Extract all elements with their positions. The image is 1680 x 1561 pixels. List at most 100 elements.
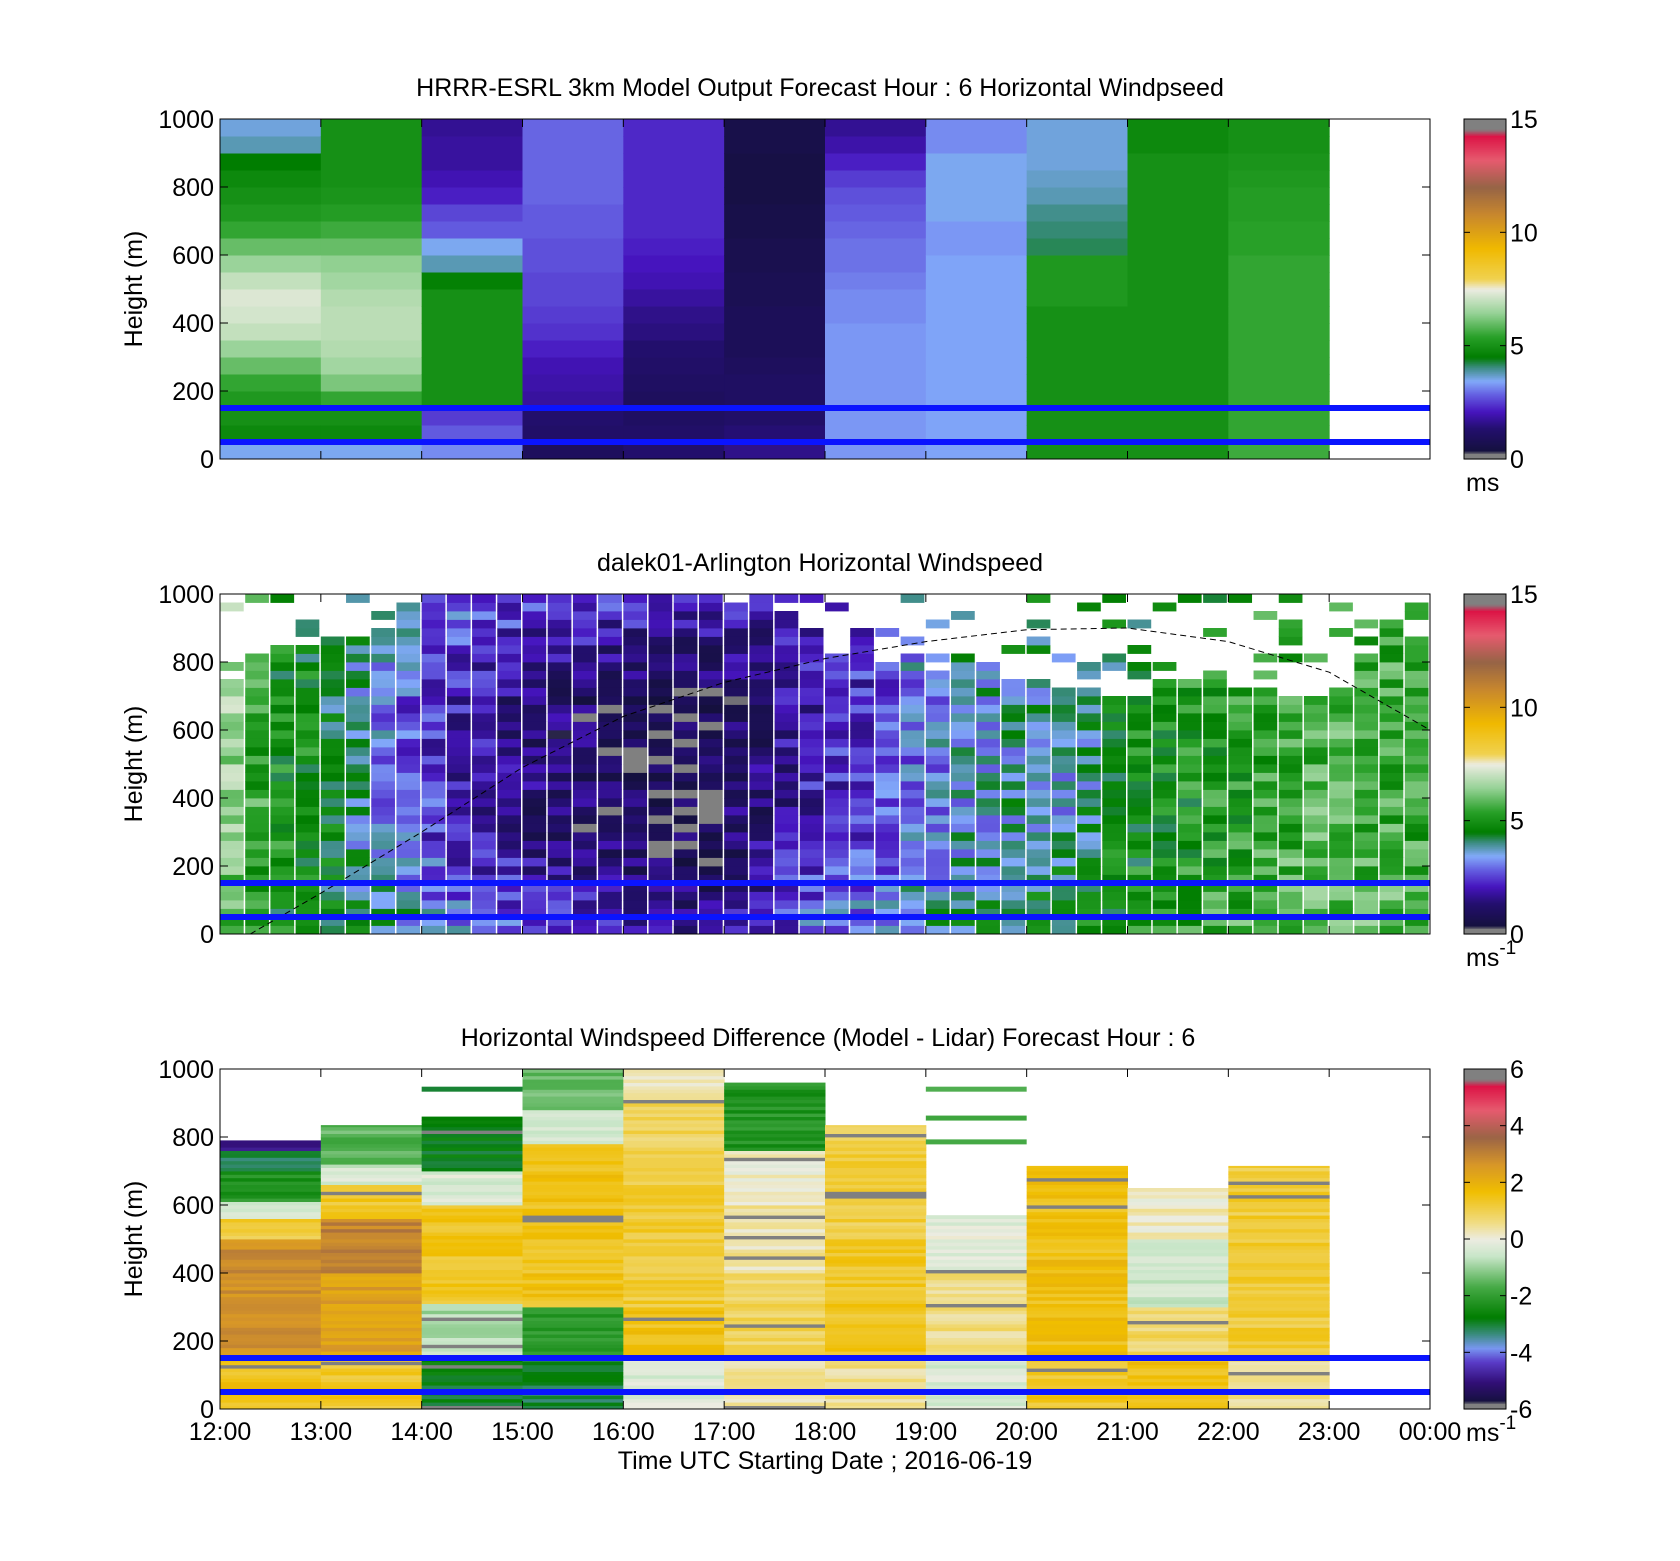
heatmap-cell bbox=[1354, 840, 1379, 850]
heatmap-cell bbox=[724, 1147, 826, 1151]
heatmap-cell bbox=[572, 713, 597, 722]
colorbar-swatch bbox=[1464, 646, 1506, 649]
heatmap-cell bbox=[346, 891, 370, 901]
heatmap-cell bbox=[724, 704, 748, 714]
heatmap-cell bbox=[1303, 874, 1328, 884]
heatmap-cell bbox=[220, 1330, 322, 1335]
heatmap-cell bbox=[295, 747, 320, 756]
heatmap-cell bbox=[295, 628, 320, 637]
panel-difference: Horizontal Windspeed Difference (Model -… bbox=[120, 1024, 1532, 1475]
heatmap-cell bbox=[749, 815, 774, 824]
heatmap-cell bbox=[522, 883, 547, 892]
heatmap-cell bbox=[1203, 670, 1227, 680]
heatmap-cell bbox=[421, 1218, 523, 1223]
heatmap-cell bbox=[396, 738, 421, 748]
heatmap-cell bbox=[850, 687, 874, 697]
heatmap-cell bbox=[396, 900, 421, 909]
colorbar-swatch bbox=[1464, 1357, 1506, 1360]
heatmap-cell bbox=[598, 849, 622, 858]
heatmap-cell bbox=[1329, 832, 1353, 841]
heatmap-cell bbox=[421, 704, 446, 714]
colorbar-swatch bbox=[1464, 1133, 1506, 1136]
heatmap-cell bbox=[724, 1395, 826, 1400]
heatmap-cell bbox=[825, 1327, 927, 1332]
heatmap-cell bbox=[1177, 840, 1202, 850]
colorbar-swatch bbox=[1464, 435, 1506, 438]
heatmap-cell bbox=[925, 1395, 1028, 1400]
colorbar-swatch bbox=[1464, 856, 1506, 859]
heatmap-cell bbox=[1329, 789, 1353, 799]
heatmap-cell bbox=[572, 679, 597, 688]
colorbar-swatch bbox=[1464, 1153, 1506, 1156]
heatmap-cell bbox=[1228, 442, 1330, 460]
boundary-layer-curve bbox=[250, 627, 1431, 935]
heatmap-cell bbox=[623, 1293, 725, 1298]
heatmap-cell bbox=[673, 594, 698, 603]
heatmap-cell bbox=[1127, 1347, 1229, 1352]
heatmap-cell bbox=[1303, 815, 1328, 824]
heatmap-cell bbox=[749, 619, 774, 629]
heatmap-cell bbox=[1102, 925, 1126, 935]
heatmap-cell bbox=[1001, 908, 1026, 918]
heatmap-cell bbox=[1278, 891, 1303, 901]
colorbar-swatch bbox=[1464, 1105, 1506, 1108]
heatmap-cell bbox=[1329, 823, 1353, 833]
heatmap-cell bbox=[598, 798, 622, 807]
heatmap-cell bbox=[320, 1201, 423, 1206]
heatmap-cell bbox=[1329, 772, 1353, 782]
heatmap-cell bbox=[421, 1137, 523, 1141]
heatmap-cell bbox=[547, 925, 572, 935]
heatmap-cell bbox=[220, 1181, 322, 1185]
colorbar-swatch bbox=[1464, 283, 1506, 286]
colorbar-swatch bbox=[1464, 169, 1506, 172]
heatmap-cell bbox=[1026, 900, 1051, 909]
heatmap-cell bbox=[825, 1147, 927, 1151]
heatmap-cell bbox=[1152, 917, 1177, 926]
heatmap-cell bbox=[522, 1075, 624, 1080]
colorbar-swatch bbox=[1464, 1115, 1506, 1118]
heatmap-cell bbox=[270, 764, 295, 773]
colorbar-swatch bbox=[1464, 1375, 1506, 1378]
heatmap-cell bbox=[522, 832, 547, 841]
heatmap-cell bbox=[648, 806, 673, 816]
colorbar-swatch bbox=[1464, 758, 1506, 761]
heatmap-cell bbox=[1228, 738, 1253, 748]
heatmap-cell bbox=[1077, 823, 1101, 833]
heatmap-cell bbox=[799, 721, 824, 731]
heatmap-cell bbox=[572, 594, 597, 603]
heatmap-cell bbox=[220, 1239, 322, 1243]
heatmap-cell bbox=[320, 874, 345, 884]
heatmap-cell bbox=[1404, 645, 1429, 654]
heatmap-cell bbox=[220, 1184, 322, 1189]
heatmap-cell bbox=[1026, 1307, 1128, 1311]
heatmap-cell bbox=[421, 628, 446, 637]
heatmap-cell bbox=[1102, 619, 1126, 629]
heatmap-cell bbox=[547, 687, 572, 697]
colorbar-swatch bbox=[1464, 175, 1506, 178]
heatmap-cell bbox=[648, 696, 673, 705]
heatmap-cell bbox=[220, 1327, 322, 1332]
heatmap-cell bbox=[925, 153, 1028, 171]
heatmap-cell bbox=[925, 1327, 1028, 1332]
colorbar-swatch bbox=[1464, 443, 1506, 446]
heatmap-cell bbox=[1404, 781, 1429, 790]
heatmap-cell bbox=[371, 653, 395, 663]
heatmap-cell bbox=[749, 874, 774, 884]
heatmap-cell bbox=[623, 1167, 725, 1172]
heatmap-cell bbox=[421, 1126, 523, 1131]
heatmap-cell bbox=[850, 636, 874, 646]
heatmap-cell bbox=[1177, 747, 1202, 756]
heatmap-cell bbox=[472, 781, 496, 790]
heatmap-cell bbox=[220, 255, 322, 273]
colorbar-swatch bbox=[1464, 878, 1506, 881]
heatmap-cell bbox=[421, 1143, 523, 1148]
heatmap-cell bbox=[396, 696, 421, 705]
heatmap-cell bbox=[825, 857, 849, 867]
heatmap-cell bbox=[320, 1147, 423, 1151]
heatmap-cell bbox=[698, 925, 723, 935]
colorbar-swatch bbox=[1464, 123, 1506, 126]
heatmap-cell bbox=[472, 874, 496, 884]
heatmap-cell bbox=[951, 611, 975, 620]
heatmap-cell bbox=[220, 1313, 322, 1318]
